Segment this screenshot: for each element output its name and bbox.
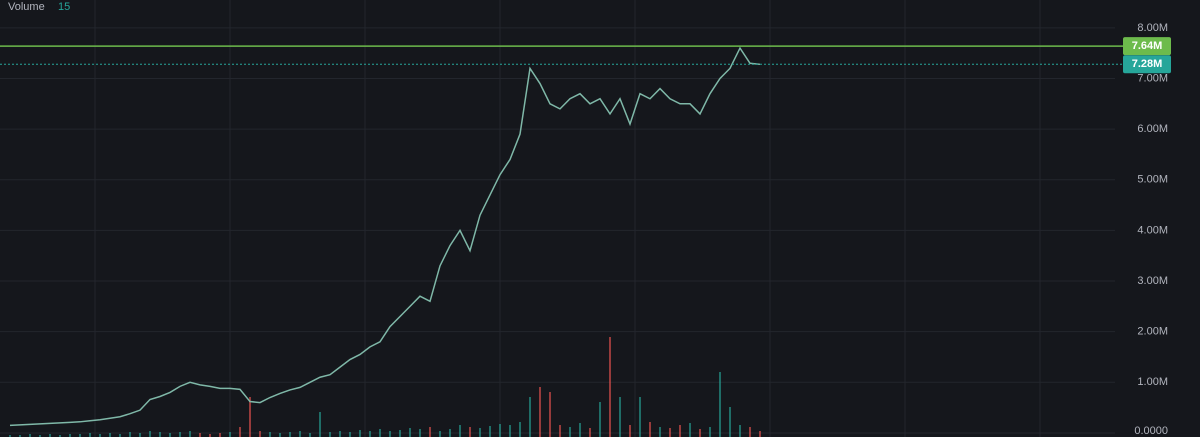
volume-bar bbox=[559, 425, 561, 437]
volume-bar bbox=[309, 433, 311, 437]
volume-bar bbox=[459, 425, 461, 437]
volume-bar bbox=[509, 425, 511, 437]
volume-bar bbox=[109, 433, 111, 437]
volume-bar bbox=[549, 392, 551, 437]
volume-bar bbox=[299, 431, 301, 437]
volume-bar bbox=[359, 430, 361, 437]
volume-bar bbox=[179, 432, 181, 437]
price-label: 7.28M bbox=[1132, 58, 1163, 70]
y-tick-label: 7.00M bbox=[1137, 72, 1168, 84]
volume-bar bbox=[709, 427, 711, 437]
volume-bar bbox=[159, 432, 161, 437]
volume-bar bbox=[129, 432, 131, 437]
price-label-box bbox=[1123, 37, 1171, 56]
vertical-grid bbox=[94, 0, 1041, 437]
volume-bar bbox=[19, 435, 21, 437]
volume-bar bbox=[639, 397, 641, 437]
y-tick-label: 8.00M bbox=[1137, 22, 1168, 34]
legend-value: 15 bbox=[58, 1, 70, 13]
volume-bar bbox=[579, 423, 581, 437]
volume-bar bbox=[619, 397, 621, 437]
volume-bar bbox=[399, 430, 401, 437]
volume-bar bbox=[429, 427, 431, 437]
y-tick-label: 5.00M bbox=[1137, 174, 1168, 186]
price-label-box bbox=[1123, 55, 1171, 74]
volume-bar bbox=[449, 429, 451, 437]
volume-bar bbox=[249, 397, 251, 437]
volume-bar bbox=[259, 431, 261, 437]
volume-bar bbox=[49, 434, 51, 437]
volume-bar bbox=[739, 425, 741, 437]
y-tick-label: 2.00M bbox=[1137, 326, 1168, 338]
volume-bar bbox=[369, 431, 371, 437]
y-tick-label: 6.00M bbox=[1137, 123, 1168, 135]
volume-bar bbox=[729, 407, 731, 437]
volume-bar bbox=[289, 432, 291, 437]
volume-bar bbox=[59, 435, 61, 437]
price-label: 7.64M bbox=[1132, 40, 1163, 52]
volume-bar bbox=[479, 428, 481, 437]
legend-name: Volume bbox=[8, 1, 45, 13]
volume-bar bbox=[199, 433, 201, 437]
volume-bar bbox=[9, 435, 11, 437]
volume-bar bbox=[339, 431, 341, 437]
volume-bar bbox=[119, 434, 121, 437]
volume-bar bbox=[699, 429, 701, 437]
volume-bar bbox=[69, 434, 71, 437]
volume-bar bbox=[99, 434, 101, 437]
volume-bar bbox=[719, 372, 721, 437]
y-tick-label: 3.00M bbox=[1137, 275, 1168, 287]
volume-bar bbox=[239, 427, 241, 437]
volume-bar bbox=[519, 422, 521, 437]
volume-bar bbox=[589, 428, 591, 437]
volume-bar bbox=[679, 425, 681, 437]
volume-bar bbox=[499, 424, 501, 437]
volume-bar bbox=[189, 431, 191, 437]
volume-bar bbox=[89, 433, 91, 437]
volume-bar bbox=[319, 412, 321, 437]
volume-bar bbox=[489, 426, 491, 437]
volume-bar bbox=[149, 431, 151, 437]
volume-bar bbox=[599, 402, 601, 437]
volume-bar bbox=[609, 337, 611, 437]
volume-bar bbox=[469, 427, 471, 437]
volume-bar bbox=[529, 397, 531, 437]
volume-bar bbox=[689, 423, 691, 437]
volume-bar bbox=[759, 431, 761, 437]
volume-bar bbox=[329, 432, 331, 437]
volume-bar bbox=[419, 429, 421, 437]
volume-bar bbox=[209, 434, 211, 437]
volume-bar bbox=[569, 427, 571, 437]
price-line bbox=[9, 46, 761, 427]
volume-bar bbox=[389, 431, 391, 437]
volume-bar bbox=[29, 434, 31, 437]
volume-bar bbox=[279, 433, 281, 437]
y-tick-label: 1.00M bbox=[1137, 376, 1168, 388]
volume-bar bbox=[539, 387, 541, 437]
volume-bar bbox=[229, 432, 231, 437]
volume-bar bbox=[79, 434, 81, 437]
volume-bar bbox=[409, 428, 411, 437]
volume-bar bbox=[749, 427, 751, 437]
volume-bar bbox=[269, 432, 271, 437]
y-tick-label: 4.00M bbox=[1137, 224, 1168, 236]
volume-bar bbox=[659, 427, 661, 437]
volume-bar bbox=[629, 425, 631, 437]
volume-bar bbox=[439, 431, 441, 437]
volume-bar bbox=[349, 432, 351, 437]
y-tick-label: 0.0000 bbox=[1134, 425, 1168, 437]
volume-bar bbox=[139, 433, 141, 437]
volume-bar bbox=[39, 435, 41, 437]
volume-bar bbox=[379, 429, 381, 437]
volume-bar bbox=[649, 422, 651, 437]
volume-bar bbox=[669, 428, 671, 437]
volume-bar bbox=[169, 433, 171, 437]
volume-bar bbox=[219, 433, 221, 437]
